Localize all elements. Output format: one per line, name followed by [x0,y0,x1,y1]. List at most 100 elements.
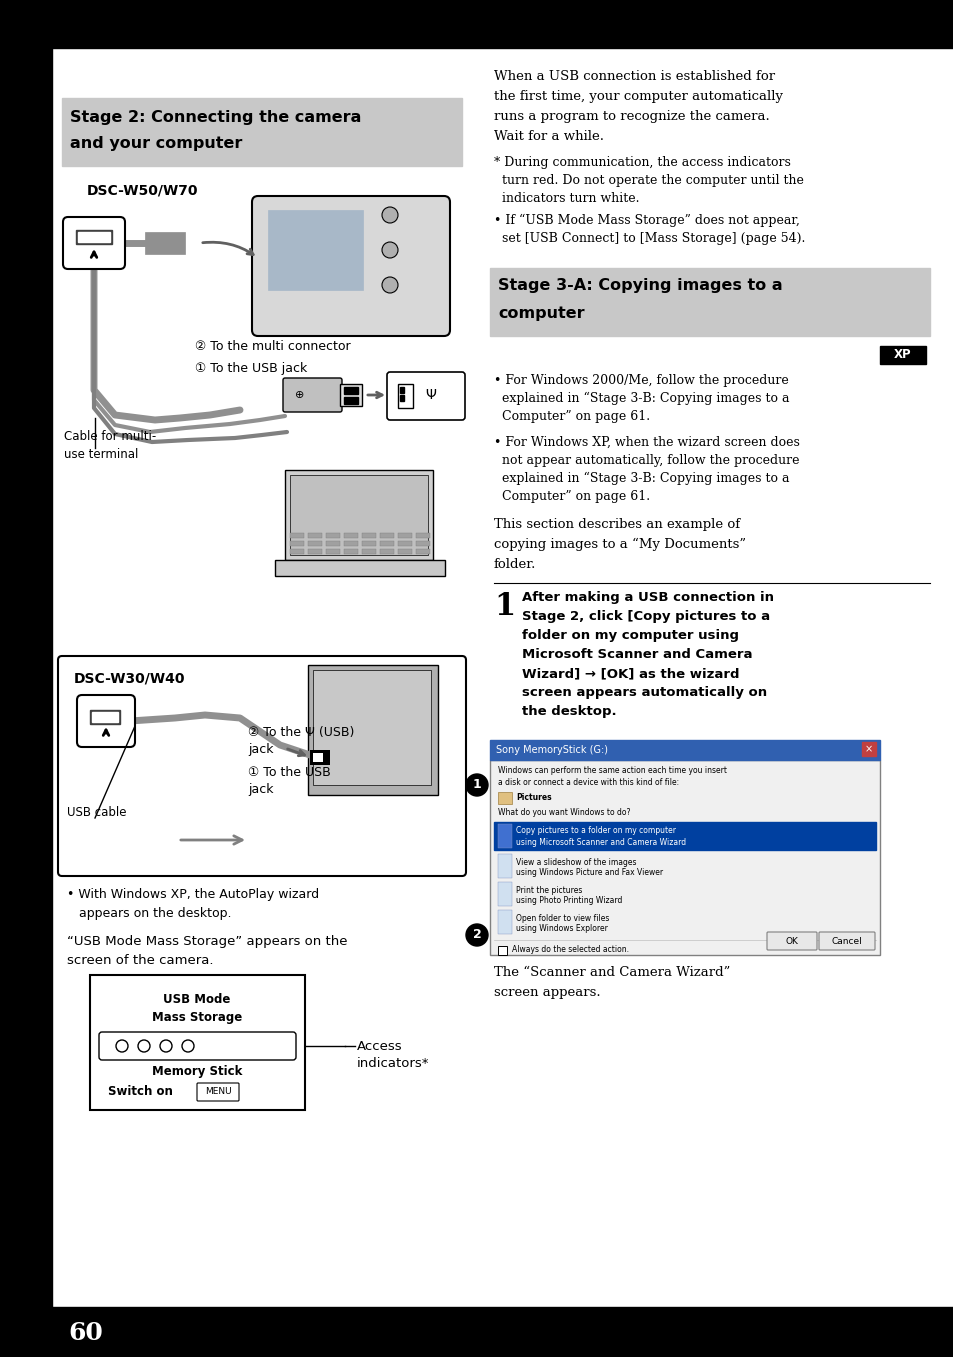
Bar [397,550,412,554]
Bar [285,470,433,560]
Bar [397,541,412,546]
Bar [361,541,375,546]
FancyBboxPatch shape [252,195,450,337]
Text: folder on my computer using: folder on my computer using [521,630,739,642]
Bar [379,533,394,537]
Text: Sony MemoryStick (G:): Sony MemoryStick (G:) [496,745,607,754]
Circle shape [116,1039,128,1052]
Text: Stage 3-A: Copying images to a: Stage 3-A: Copying images to a [497,278,781,293]
FancyBboxPatch shape [99,1033,295,1060]
Text: ×: × [864,744,872,754]
Bar [497,882,512,906]
Bar [91,712,118,722]
Text: Microsoft Scanner and Camera: Microsoft Scanner and Camera [521,649,752,661]
Bar [308,533,322,537]
Circle shape [381,208,397,223]
FancyBboxPatch shape [818,932,874,950]
Text: explained in “Stage 3-B: Copying images to a: explained in “Stage 3-B: Copying images … [494,472,789,486]
Bar [361,533,375,537]
Bar [416,541,430,546]
Bar [497,854,512,878]
Bar [862,742,875,756]
Bar [497,792,512,803]
Bar [76,229,112,244]
Text: DSC-W50/W70: DSC-W50/W70 [87,183,198,197]
Text: using Windows Explorer: using Windows Explorer [516,924,607,934]
Text: 60: 60 [68,1320,103,1345]
Circle shape [381,277,397,293]
Text: the desktop.: the desktop. [521,706,616,718]
Bar [379,541,394,546]
Text: using Photo Printing Wizard: using Photo Printing Wizard [516,896,621,905]
Text: 1: 1 [472,779,481,791]
Text: a disk or connect a device with this kind of file:: a disk or connect a device with this kin… [497,778,679,787]
Text: View a slideshow of the images: View a slideshow of the images [516,858,636,867]
Bar [274,560,444,575]
Bar [62,98,461,166]
Bar [78,232,110,242]
Text: ② To the multi connector: ② To the multi connector [194,341,351,353]
Text: Copy pictures to a folder on my computer: Copy pictures to a folder on my computer [516,826,676,835]
Bar [326,541,339,546]
Text: using Windows Picture and Fax Viewer: using Windows Picture and Fax Viewer [516,868,662,877]
Text: copying images to a “My Documents”: copying images to a “My Documents” [494,537,745,551]
FancyBboxPatch shape [58,655,465,877]
Text: screen appears.: screen appears. [494,987,600,999]
Text: What do you want Windows to do?: What do you want Windows to do? [497,807,630,817]
Bar [344,387,357,394]
Text: Cancel: Cancel [831,936,862,946]
Circle shape [182,1039,193,1052]
Text: 1: 1 [494,592,515,622]
Bar [90,710,120,725]
Bar [399,395,403,402]
Text: Stage 2: Connecting the camera: Stage 2: Connecting the camera [70,110,361,125]
Text: Ψ: Ψ [424,388,436,402]
Text: • With Windows XP, the AutoPlay wizard
   appears on the desktop.: • With Windows XP, the AutoPlay wizard a… [67,887,319,920]
Bar [497,946,506,955]
Bar [0,0,953,47]
Circle shape [381,242,397,258]
Text: set [USB Connect] to [Mass Storage] (page 54).: set [USB Connect] to [Mass Storage] (pag… [494,232,804,246]
Bar [313,670,431,784]
Bar [416,550,430,554]
Text: Open folder to view files: Open folder to view files [516,915,609,923]
Text: OK: OK [784,936,798,946]
Bar [290,475,428,555]
Text: USB cable: USB cable [67,806,127,820]
Text: Memory Stick: Memory Stick [152,1065,242,1077]
Circle shape [465,773,488,797]
Text: Wait for a while.: Wait for a while. [494,130,603,142]
Text: DSC-W30/W40: DSC-W30/W40 [74,672,185,687]
Text: not appear automatically, follow the procedure: not appear automatically, follow the pro… [494,455,799,467]
Bar [90,974,305,1110]
Text: • For Windows XP, when the wizard screen does: • For Windows XP, when the wizard screen… [494,436,799,449]
Text: ① To the USB
jack: ① To the USB jack [248,765,331,797]
Text: Pictures: Pictures [516,794,551,802]
Circle shape [465,924,488,946]
Text: Computer” on page 61.: Computer” on page 61. [494,410,649,423]
Bar [494,822,875,849]
Bar [326,550,339,554]
Bar [397,533,412,537]
Bar [379,550,394,554]
Text: using Microsoft Scanner and Camera Wizard: using Microsoft Scanner and Camera Wizar… [516,839,685,847]
Text: 2: 2 [472,928,481,942]
Bar [497,911,512,934]
Text: Stage 2, click [Copy pictures to a: Stage 2, click [Copy pictures to a [521,611,769,623]
Text: screen appears automatically on: screen appears automatically on [521,687,766,699]
Bar [145,232,185,254]
Text: • For Windows 2000/Me, follow the procedure: • For Windows 2000/Me, follow the proced… [494,375,788,387]
Bar [0,1307,953,1357]
Bar [490,760,879,955]
Bar [308,550,322,554]
Bar [290,541,304,546]
Bar [326,533,339,537]
Bar [344,541,357,546]
Text: XP: XP [893,349,911,361]
Text: * During communication, the access indicators: * During communication, the access indic… [494,156,790,170]
FancyBboxPatch shape [387,372,464,421]
Bar [490,740,879,760]
Text: explained in “Stage 3-B: Copying images to a: explained in “Stage 3-B: Copying images … [494,392,789,406]
Text: Computer” on page 61.: Computer” on page 61. [494,490,649,503]
Bar [344,550,357,554]
